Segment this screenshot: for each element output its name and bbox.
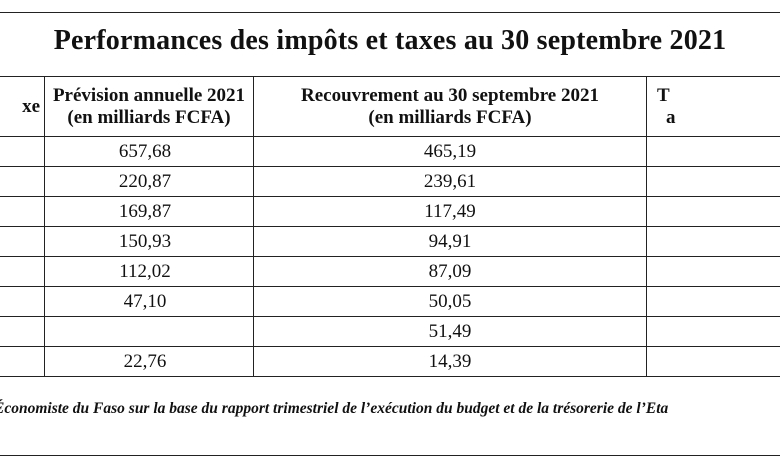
recouvrement-cell: 117,49 (253, 196, 647, 227)
taux-cell (646, 136, 780, 167)
top-rule (0, 12, 780, 13)
header-tax-type: xe (0, 76, 45, 137)
header-prevision-line2: (en milliards FCFA) (67, 106, 231, 128)
table-row: 112,02 87,09 (0, 256, 780, 287)
table-title: Performances des impôts et taxes au 30 s… (53, 25, 727, 56)
row-label-cell (0, 226, 45, 257)
row-label-cell (0, 346, 45, 377)
recouvrement-cell: 50,05 (253, 286, 647, 317)
table-row: 47,10 50,05 (0, 286, 780, 317)
row-label-cell (0, 196, 45, 227)
taux-cell (646, 196, 780, 227)
header-prevision-line1: Prévision annuelle 2021 (52, 84, 246, 106)
table-row: 22,76 14,39 (0, 346, 780, 377)
table-row: 169,87 117,49 (0, 196, 780, 227)
header-recouvrement: Recouvrement au 30 septembre 2021 (en mi… (253, 76, 647, 137)
recouvrement-cell: 465,19 (253, 136, 647, 167)
row-label-cell (0, 316, 45, 347)
table-row: 51,49 (0, 316, 780, 347)
taux-cell (646, 166, 780, 197)
recouvrement-cell: 94,91 (253, 226, 647, 257)
header-row: xe Prévision annuelle 2021 (en milliards… (0, 76, 780, 137)
taux-cell (646, 286, 780, 317)
table-row: 220,87 239,61 (0, 166, 780, 197)
taux-cell (646, 256, 780, 287)
prevision-cell: 657,68 (44, 136, 254, 167)
prevision-cell: 22,76 (44, 346, 254, 377)
header-recouvrement-line1: Recouvrement au 30 septembre 2021 (301, 84, 599, 106)
recouvrement-cell: 87,09 (253, 256, 647, 287)
prevision-cell: 169,87 (44, 196, 254, 227)
prevision-cell: 150,93 (44, 226, 254, 257)
row-label-cell (0, 256, 45, 287)
header-taux: T a (646, 76, 780, 137)
row-label-cell (0, 286, 45, 317)
row-label-cell (0, 136, 45, 167)
prevision-cell (44, 316, 254, 347)
row-label-cell (0, 166, 45, 197)
prevision-cell: 220,87 (44, 166, 254, 197)
header-taux-line1: T (657, 84, 670, 106)
header-recouvrement-line2: (en milliards FCFA) (368, 106, 532, 128)
table-row: 657,68 465,19 (0, 136, 780, 167)
table-row: 150,93 94,91 (0, 226, 780, 257)
header-tax-type-line1: xe (22, 95, 40, 117)
header-taux-line2: a (666, 106, 676, 128)
taux-cell (646, 346, 780, 377)
recouvrement-cell: 239,61 (253, 166, 647, 197)
bottom-rule (0, 455, 780, 456)
prevision-cell: 47,10 (44, 286, 254, 317)
taux-cell (646, 316, 780, 347)
recouvrement-cell: 51,49 (253, 316, 647, 347)
prevision-cell: 112,02 (44, 256, 254, 287)
performance-table: xe Prévision annuelle 2021 (en milliards… (0, 76, 780, 377)
recouvrement-cell: 14,39 (253, 346, 647, 377)
header-prevision: Prévision annuelle 2021 (en milliards FC… (44, 76, 254, 137)
taux-cell (646, 226, 780, 257)
source-note: Économiste du Faso sur la base du rappor… (0, 400, 669, 417)
